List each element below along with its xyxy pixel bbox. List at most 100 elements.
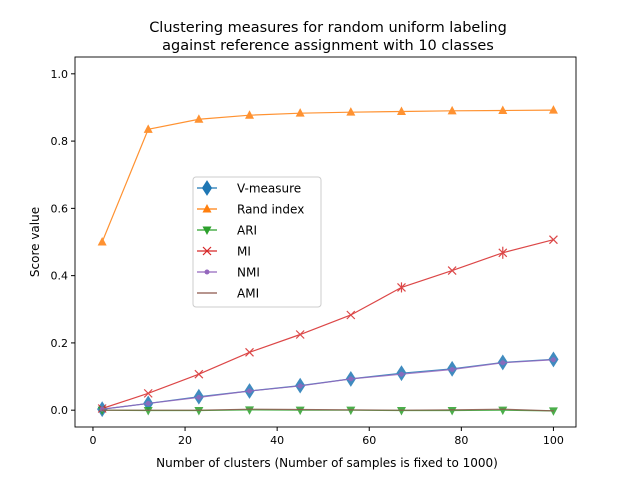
data-point <box>194 369 204 379</box>
triangle-up-marker <box>143 124 153 133</box>
data-point <box>397 282 406 292</box>
data-point <box>196 394 202 400</box>
data-point <box>143 124 153 133</box>
data-point <box>400 409 402 411</box>
data-point <box>447 407 457 416</box>
triangle-down-marker <box>498 406 508 416</box>
legend: V-measure Rand index ARI MI NMI AMI <box>192 176 322 308</box>
legend-marker <box>202 204 212 213</box>
data-point <box>194 407 204 416</box>
triangle-up-marker <box>245 110 255 119</box>
data-point <box>143 388 153 398</box>
series-ari <box>97 406 558 416</box>
triangle-up-marker <box>295 108 305 117</box>
x-marker-stroke <box>202 246 212 256</box>
legend-label: AMI <box>237 287 259 301</box>
x-marker-stroke <box>447 266 457 276</box>
triangle-up-marker <box>97 237 107 246</box>
data-point <box>449 366 455 372</box>
legend-label: MI <box>237 245 251 259</box>
legend-marker <box>206 292 208 294</box>
x-tick-label: 100 <box>543 434 564 447</box>
legend-box <box>192 176 322 308</box>
series-line <box>101 109 554 243</box>
legend-item: AMI <box>197 287 259 301</box>
y-tick-label: 0.0 <box>51 404 69 417</box>
triangle-down-marker <box>194 407 204 416</box>
data-point <box>299 409 301 411</box>
x-tick-label: 40 <box>270 434 284 447</box>
x-axis-label: Number of clusters (Number of samples is… <box>156 456 498 470</box>
pixel-marker <box>299 409 301 411</box>
legend-item: Rand index <box>197 203 304 217</box>
data-point <box>295 108 305 117</box>
series-line <box>102 359 554 410</box>
x-tick-label: 80 <box>454 434 468 447</box>
triangle-up-marker <box>194 114 204 123</box>
series-line <box>102 408 554 412</box>
legend-label: Rand index <box>237 203 304 217</box>
x-marker-stroke <box>143 388 153 398</box>
pixel-marker <box>198 409 200 411</box>
data-point <box>245 110 255 119</box>
data-point <box>348 376 354 382</box>
dot-marker <box>196 394 202 400</box>
data-point <box>99 406 105 412</box>
dot-marker <box>145 400 151 406</box>
x-tick-label: 60 <box>362 434 376 447</box>
data-point <box>245 347 254 357</box>
data-point <box>346 406 356 416</box>
series-line <box>102 358 554 410</box>
legend-marker <box>204 269 210 275</box>
x-marker-stroke <box>549 235 558 245</box>
legend-label: NMI <box>237 266 260 280</box>
pixel-marker <box>502 408 504 410</box>
dot-marker <box>297 383 303 389</box>
series-ami <box>101 408 554 412</box>
x-marker-stroke <box>194 369 204 379</box>
data-point <box>500 360 506 366</box>
data-point <box>548 105 558 114</box>
plot-area: 0 20 40 60 80 100 0.0 0.2 0.4 0.6 0.8 1.0 V-measure R… <box>51 56 577 447</box>
series-nmi <box>99 357 556 412</box>
data-point <box>97 237 107 246</box>
pixel-marker <box>147 409 149 411</box>
triangle-up-marker <box>396 106 406 115</box>
triangle-down-marker <box>396 407 406 416</box>
legend-item: V-measure <box>197 180 301 196</box>
data-point <box>548 407 558 416</box>
dot-marker <box>204 269 210 275</box>
x-marker-stroke <box>245 347 254 357</box>
x-tick-label: 0 <box>89 434 96 447</box>
data-point <box>498 248 508 258</box>
dot-marker <box>449 366 455 372</box>
triangle-down-marker <box>447 407 457 416</box>
data-point <box>398 371 404 377</box>
legend-item: NMI <box>197 266 260 280</box>
data-point <box>346 107 356 116</box>
legend-item: ARI <box>197 224 257 238</box>
triangle-up-marker <box>548 105 558 114</box>
x-marker-stroke <box>498 248 508 258</box>
legend-marker <box>202 226 212 235</box>
data-point <box>194 114 204 123</box>
data-point <box>451 409 453 411</box>
data-point <box>143 407 153 416</box>
data-point <box>396 407 406 416</box>
x-marker-stroke <box>295 330 305 339</box>
data-point <box>295 330 305 339</box>
triangle-down-marker <box>346 406 356 416</box>
chart-title-line2: against reference assignment with 10 cla… <box>162 38 494 54</box>
dot-marker <box>398 371 404 377</box>
dot-marker <box>500 360 506 366</box>
data-point <box>147 409 149 411</box>
triangle-down-marker <box>548 407 558 416</box>
dot-marker <box>99 406 105 412</box>
diamond-marker <box>201 180 213 196</box>
triangle-down-marker <box>295 406 305 416</box>
data-point <box>447 266 457 276</box>
triangle-up-marker <box>498 105 508 114</box>
data-point <box>552 410 554 412</box>
data-point <box>297 383 303 389</box>
